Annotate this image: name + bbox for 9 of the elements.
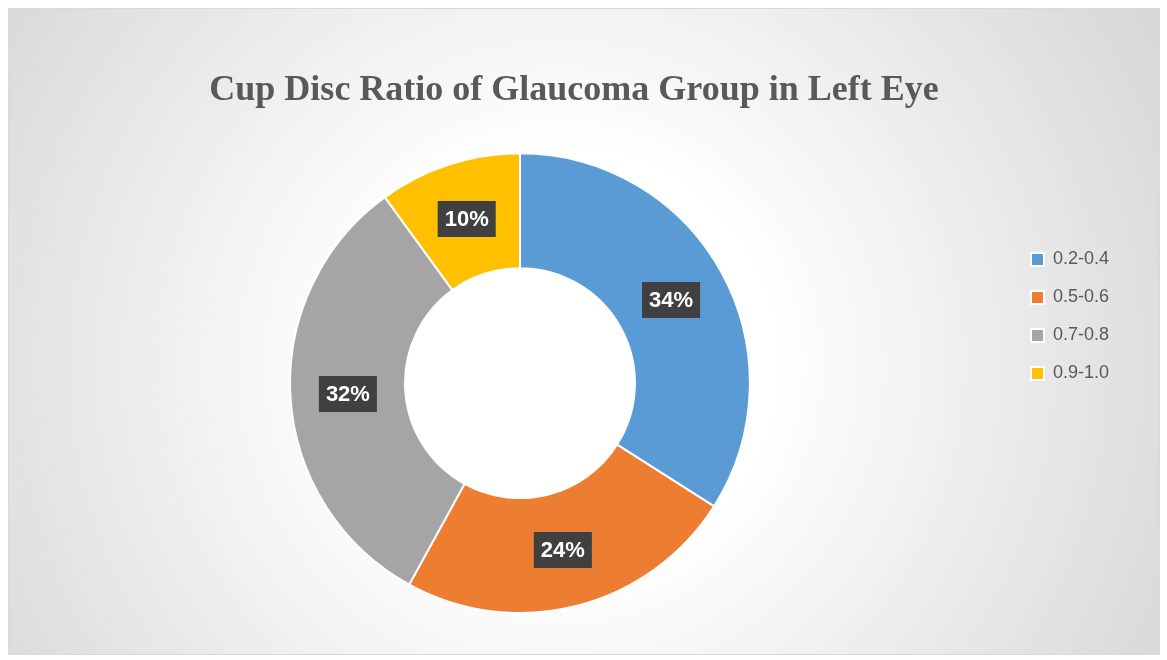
legend-label: 0.9-1.0 xyxy=(1052,362,1110,383)
legend-label: 0.2-0.4 xyxy=(1052,248,1110,269)
data-label: 24% xyxy=(540,537,585,563)
data-label: 34% xyxy=(649,287,694,313)
chart-title: Cup Disc Ratio of Glaucoma Group in Left Eye xyxy=(209,67,939,108)
data-label: 10% xyxy=(444,206,489,232)
legend-label: 0.7-0.8 xyxy=(1052,324,1110,345)
legend-label: 0.5-0.6 xyxy=(1052,286,1110,307)
data-label: 32% xyxy=(325,380,370,406)
